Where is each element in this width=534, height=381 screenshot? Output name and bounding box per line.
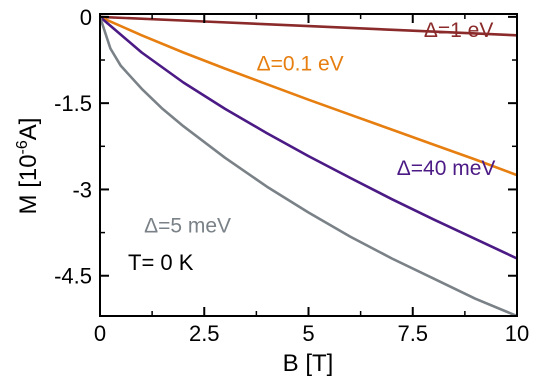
annotation-temperature: T= 0 K bbox=[128, 250, 194, 275]
series-line-3 bbox=[100, 16, 517, 316]
series-line-1 bbox=[100, 15, 517, 177]
y-tick-label: -3 bbox=[72, 177, 92, 202]
series-label-1: Δ=0.1 eV bbox=[257, 52, 344, 75]
y-axis-title-exponent: -6 bbox=[14, 140, 31, 154]
series-line-0 bbox=[100, 15, 517, 37]
x-tick-label: 0 bbox=[94, 321, 106, 346]
axes-layer: 0 2.5 5 7.5 10 0 -1.5 -3 -4.5 bbox=[54, 5, 529, 346]
y-axis-title-prefix: M [10 bbox=[15, 154, 42, 214]
x-tick-label: 5 bbox=[302, 321, 314, 346]
x-axis-title: B [T] bbox=[283, 350, 334, 377]
y-tick-label: 0 bbox=[80, 5, 92, 30]
x-tick-label: 10 bbox=[505, 321, 529, 346]
y-axis-title: M [10-6A] bbox=[14, 118, 42, 215]
series-label-2: Δ=40 meV bbox=[397, 157, 496, 180]
series-line-2 bbox=[100, 15, 517, 260]
series-label-0: Δ=1 eV bbox=[424, 19, 494, 42]
label-layer: Δ=1 eV Δ=0.1 eV Δ=40 meV Δ=5 meV bbox=[144, 19, 495, 238]
y-tick-label: -1.5 bbox=[54, 91, 92, 116]
x-tick-label: 7.5 bbox=[397, 321, 428, 346]
series-label-3: Δ=5 meV bbox=[144, 215, 231, 238]
x-tick-label: 2.5 bbox=[189, 321, 220, 346]
series-layer bbox=[100, 15, 517, 316]
y-axis-title-suffix: A] bbox=[15, 118, 42, 141]
y-tick-label: -4.5 bbox=[54, 264, 92, 289]
